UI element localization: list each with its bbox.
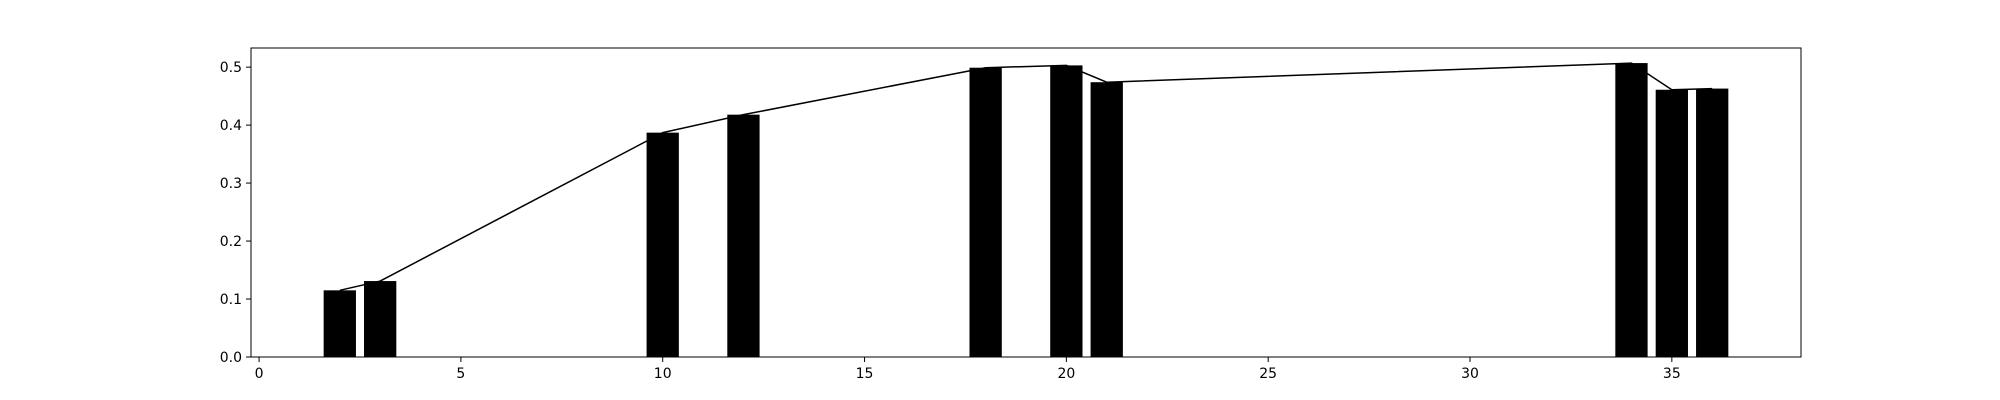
x-tick-label: 5 (456, 366, 465, 382)
x-tick-label: 20 (1057, 366, 1075, 382)
x-tick-label: 15 (856, 366, 874, 382)
x-axis: 0 5 10 15 20 25 30 35 (255, 357, 1681, 382)
bar (1090, 82, 1123, 358)
y-tick-label: 0.4 (220, 118, 242, 134)
bar (1696, 88, 1729, 358)
plot-frame (250, 47, 1802, 358)
y-tick-label: 0.1 (220, 292, 242, 308)
bar (1655, 89, 1688, 357)
y-tick-label: 0.0 (220, 350, 242, 366)
y-tick-label: 0.3 (220, 176, 242, 192)
y-tick-label: 0.2 (220, 234, 242, 250)
series-line (339, 62, 1713, 292)
bar (364, 281, 397, 357)
bars (323, 63, 1729, 358)
bar (1615, 63, 1648, 357)
y-tick-label: 0.5 (220, 60, 242, 76)
x-tick-label: 30 (1461, 366, 1479, 382)
bar (727, 114, 760, 357)
bar (646, 132, 679, 357)
series-line-group (339, 62, 1713, 292)
y-axis: 0.0 0.1 0.2 0.3 0.4 0.5 (220, 60, 251, 366)
x-tick-label: 0 (255, 366, 264, 382)
bar (1050, 65, 1083, 357)
bar (323, 290, 356, 357)
x-tick-label: 25 (1259, 366, 1277, 382)
x-tick-label: 35 (1663, 366, 1681, 382)
x-tick-label: 10 (654, 366, 672, 382)
bar (969, 67, 1002, 358)
